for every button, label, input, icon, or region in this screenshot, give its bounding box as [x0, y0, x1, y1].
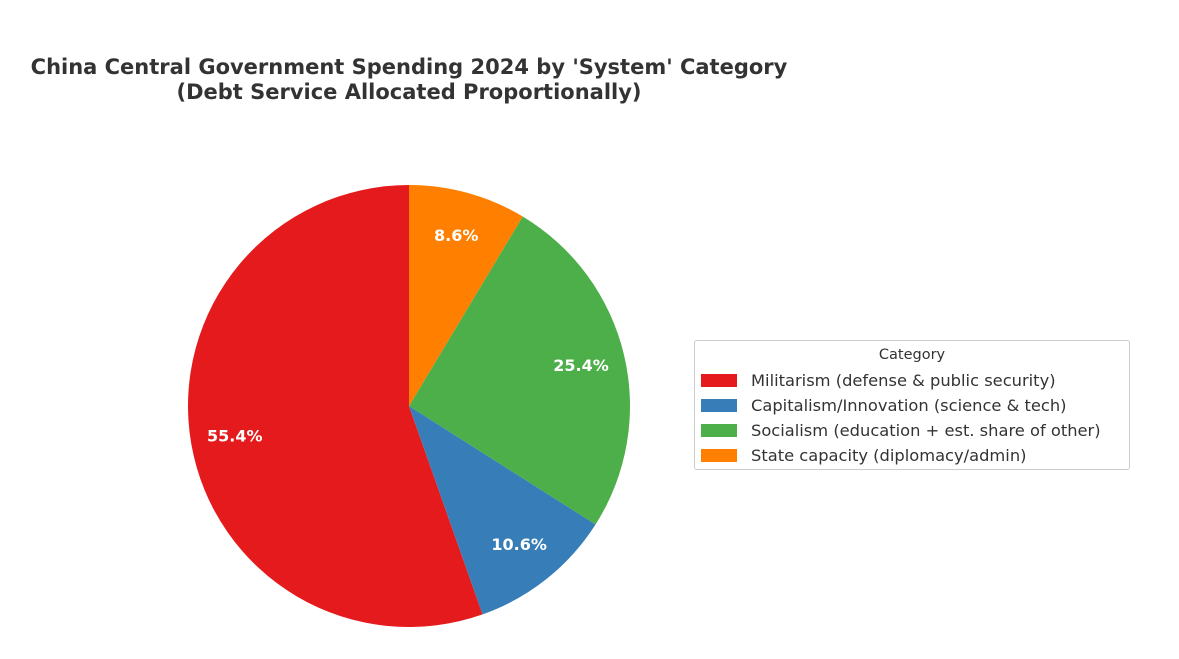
pie-slice-labels: 55.4% 10.6% 25.4% 8.6%: [207, 226, 609, 554]
pie-slice-label-3: 8.6%: [434, 226, 478, 245]
legend-label-capitalism: Capitalism/Innovation (science & tech): [751, 395, 1067, 415]
legend: Category Militarism (defense & public se…: [694, 340, 1130, 470]
legend-swatch-militarism: [701, 373, 737, 387]
legend-label-militarism: Militarism (defense & public security): [751, 370, 1056, 390]
legend-swatch-capitalism: [701, 398, 737, 412]
pie-slices: [188, 185, 630, 627]
legend-item-militarism: Militarism (defense & public security): [701, 369, 1056, 391]
chart-title: China Central Government Spending 2024 b…: [31, 55, 788, 79]
legend-label-socialism: Socialism (education + est. share of oth…: [751, 420, 1101, 440]
legend-item-state-capacity: State capacity (diplomacy/admin): [701, 444, 1027, 466]
pie-slice-0: [188, 185, 483, 627]
pie-slice-label-2: 25.4%: [553, 356, 609, 375]
pie-slice-label-1: 10.6%: [491, 535, 547, 554]
legend-item-capitalism: Capitalism/Innovation (science & tech): [701, 394, 1067, 416]
pie-slice-1: [409, 406, 596, 615]
legend-title: Category: [878, 347, 946, 363]
legend-item-socialism: Socialism (education + est. share of oth…: [701, 419, 1101, 441]
pie-slice-label-0: 55.4%: [207, 426, 263, 445]
legend-swatch-state-capacity: [701, 448, 737, 462]
pie-slice-3: [409, 185, 523, 406]
legend-label-state-capacity: State capacity (diplomacy/admin): [751, 445, 1027, 465]
pie-slice-2: [409, 216, 630, 525]
legend-swatch-socialism: [701, 423, 737, 437]
chart-subtitle: (Debt Service Allocated Proportionally): [176, 80, 641, 104]
